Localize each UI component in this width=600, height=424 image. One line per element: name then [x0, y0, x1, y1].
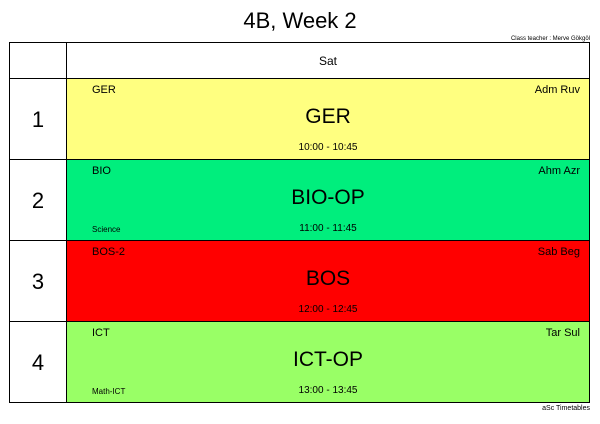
lesson-time: 12:00 - 12:45 — [298, 304, 358, 315]
footer-credit: aSc Timetables — [542, 405, 590, 412]
lesson-subject-short: GER — [92, 84, 116, 96]
lesson-subject: GER — [305, 105, 351, 128]
lesson-subject: ICT-OP — [292, 348, 363, 371]
lesson-card-1[interactable]: GER Adm Ruv GER 10:00 - 10:45 — [67, 79, 589, 160]
class-teacher-label: Class teacher : Merve Gökgöl — [510, 36, 590, 42]
corner-cell — [10, 43, 67, 79]
lesson-time: 11:00 - 11:45 — [299, 223, 357, 234]
timetable-grid: Sat 1 GER Adm Ruv GER 10:00 - 10:45 2 BI… — [9, 42, 590, 403]
lesson-teacher: Adm Ruv — [534, 84, 580, 96]
day-header: Sat — [67, 43, 589, 79]
lesson-subject-short: BIO — [92, 165, 111, 177]
lesson-group: Math-ICT — [92, 387, 126, 396]
lesson-time: 10:00 - 10:45 — [298, 142, 358, 153]
lesson-teacher: Ahm Azr — [538, 165, 580, 177]
page-title: 4B, Week 2 — [243, 8, 357, 33]
lesson-card-3[interactable]: BOS-2 Sab Beg BOS 12:00 - 12:45 — [67, 241, 589, 322]
lesson-teacher: Tar Sul — [545, 327, 580, 339]
period-number-1: 1 — [10, 79, 67, 160]
period-number-4: 4 — [10, 322, 67, 402]
lesson-time: 13:00 - 13:45 — [298, 385, 358, 396]
period-number-3: 3 — [10, 241, 67, 322]
period-number-2: 2 — [10, 160, 67, 241]
lesson-teacher: Sab Beg — [537, 246, 580, 258]
lesson-subject: BOS — [305, 267, 351, 290]
lesson-card-2[interactable]: BIO Ahm Azr BIO-OP Science 11:00 - 11:45 — [67, 160, 589, 241]
lesson-subject-short: ICT — [92, 327, 110, 339]
lesson-group: Science — [92, 225, 121, 234]
lesson-card-4[interactable]: ICT Tar Sul ICT-OP Math-ICT 13:00 - 13:4… — [67, 322, 589, 402]
lesson-subject: BIO-OP — [291, 186, 365, 209]
lesson-subject-short: BOS-2 — [92, 246, 126, 258]
